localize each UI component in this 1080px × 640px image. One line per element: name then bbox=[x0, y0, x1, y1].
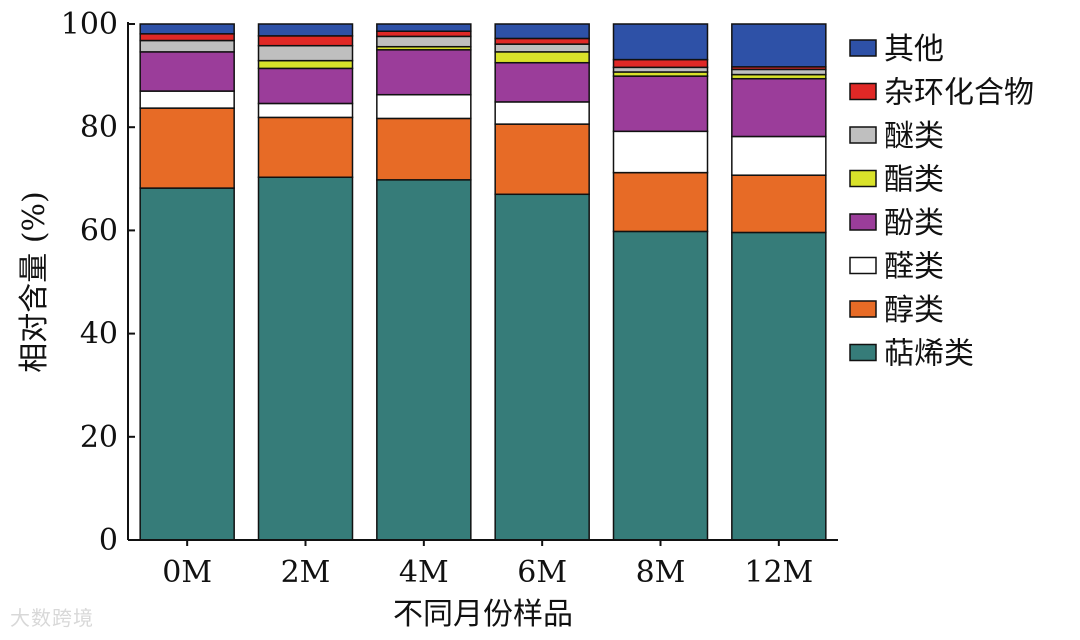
legend-swatch bbox=[849, 256, 877, 275]
bar-segment-4M-0 bbox=[376, 179, 472, 541]
bar-segment-8M-3 bbox=[612, 75, 709, 133]
bar-segment-2M-2 bbox=[257, 102, 354, 119]
legend-swatch bbox=[849, 300, 877, 318]
y-tick-label: 40 bbox=[80, 317, 118, 352]
bar-segment-0M-7 bbox=[139, 23, 235, 35]
y-tick-label: 20 bbox=[80, 420, 118, 455]
x-tick-label: 4M bbox=[399, 555, 449, 590]
bar-segment-12M-5 bbox=[731, 68, 827, 76]
bar-segment-8M-2 bbox=[612, 130, 709, 174]
y-axis-title: 相对含量 (%) bbox=[17, 191, 52, 372]
legend-swatch bbox=[849, 82, 877, 101]
bar-segment-6M-6 bbox=[494, 37, 590, 45]
legend-swatch bbox=[849, 126, 877, 144]
y-tick-label: 60 bbox=[80, 213, 118, 248]
bar-segment-2M-6 bbox=[257, 35, 354, 47]
bar-segment-6M-1 bbox=[494, 123, 590, 196]
bar-segment-12M-2 bbox=[731, 135, 827, 176]
bar-segment-8M-6 bbox=[612, 58, 709, 69]
legend-label: 酚类 bbox=[884, 206, 944, 241]
bar-segment-2M-3 bbox=[257, 67, 354, 105]
bar-segment-6M-2 bbox=[494, 101, 590, 125]
bar-segment-12M-1 bbox=[731, 174, 827, 234]
bar-segment-4M-1 bbox=[376, 117, 472, 181]
bar-segment-0M-1 bbox=[139, 107, 235, 189]
y-tick-label: 80 bbox=[80, 110, 118, 145]
y-tick-label: 100 bbox=[61, 7, 118, 42]
watermark: 大数跨境 bbox=[10, 606, 94, 630]
bar-segment-8M-0 bbox=[612, 230, 709, 541]
bar-segment-4M-5 bbox=[376, 35, 472, 48]
legend-swatch bbox=[849, 343, 877, 362]
bar-segment-6M-7 bbox=[494, 23, 590, 40]
legend-swatch bbox=[849, 39, 877, 57]
x-tick-label: 6M bbox=[517, 555, 567, 590]
bar-segment-12M-7 bbox=[731, 23, 827, 68]
bar-segment-0M-3 bbox=[139, 51, 235, 92]
bar-segment-2M-1 bbox=[257, 116, 354, 179]
x-axis-title: 不同月份样品 bbox=[393, 597, 573, 632]
legend-swatch bbox=[849, 213, 877, 231]
bar-segment-2M-7 bbox=[257, 23, 354, 37]
x-tick-label: 8M bbox=[636, 555, 686, 590]
bar-segment-2M-5 bbox=[257, 44, 354, 62]
bar-segment-12M-0 bbox=[731, 231, 827, 541]
y-tick-label: 0 bbox=[99, 523, 118, 558]
bar-segment-4M-6 bbox=[376, 30, 472, 38]
bar-segment-8M-7 bbox=[612, 23, 709, 61]
legend-label: 杂环化合物 bbox=[884, 76, 1034, 111]
bar-segment-4M-7 bbox=[376, 23, 472, 32]
bar-segment-2M-0 bbox=[257, 176, 354, 541]
bar-segment-4M-3 bbox=[376, 49, 472, 96]
legend-label: 酯类 bbox=[884, 163, 944, 198]
legend-swatch bbox=[849, 169, 877, 188]
bar-segment-12M-3 bbox=[731, 77, 827, 138]
bar-segment-4M-2 bbox=[376, 93, 472, 120]
bar-segment-8M-1 bbox=[612, 171, 709, 233]
legend-label: 醛类 bbox=[884, 250, 944, 285]
bar-segment-0M-5 bbox=[139, 39, 235, 53]
legend-label: 醚类 bbox=[884, 119, 944, 154]
bar-segment-0M-6 bbox=[139, 33, 235, 42]
bar-segment-6M-3 bbox=[494, 61, 590, 103]
x-tick-label: 0M bbox=[162, 555, 212, 590]
legend-label: 其他 bbox=[884, 32, 944, 67]
bar-segment-0M-2 bbox=[139, 90, 235, 109]
legend-label: 萜烯类 bbox=[884, 337, 974, 372]
bar-segment-6M-0 bbox=[494, 193, 590, 541]
bar-segment-6M-5 bbox=[494, 43, 590, 53]
bar-segment-6M-4 bbox=[494, 51, 590, 64]
x-tick-label: 2M bbox=[281, 555, 331, 590]
legend-label: 醇类 bbox=[884, 293, 944, 328]
bar-segment-2M-4 bbox=[257, 59, 354, 70]
x-tick-label: 12M bbox=[744, 555, 813, 590]
bar-segment-0M-0 bbox=[139, 187, 235, 541]
